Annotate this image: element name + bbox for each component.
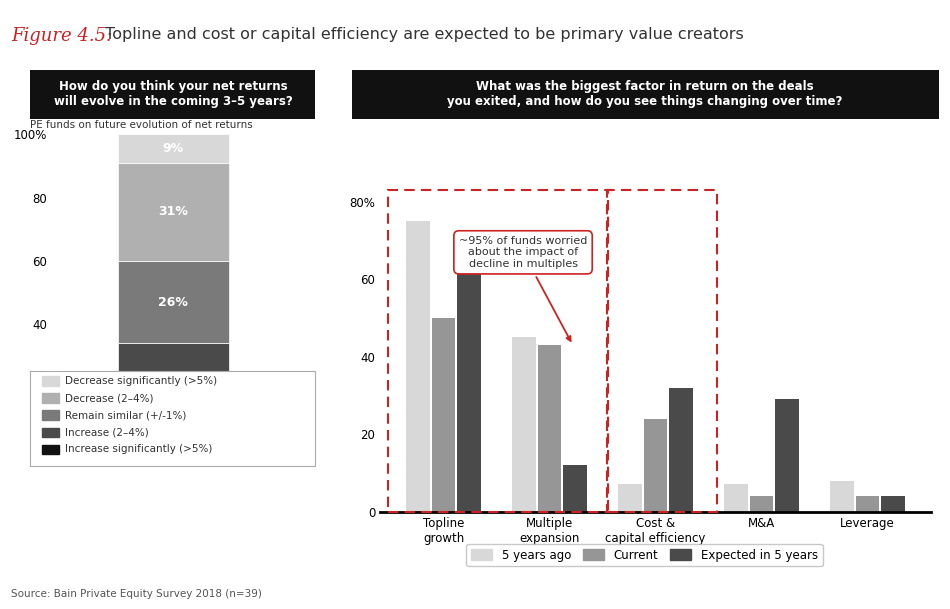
Bar — [669, 388, 693, 512]
Bar — [856, 496, 879, 512]
Text: Topline and cost or capital efficiency are expected to be primary value creators: Topline and cost or capital efficiency a… — [100, 27, 744, 43]
Bar — [750, 496, 773, 512]
Bar — [644, 419, 667, 512]
Text: 23%: 23% — [159, 373, 188, 386]
Bar — [118, 416, 229, 451]
Bar — [389, 191, 607, 512]
Bar — [618, 485, 642, 512]
Bar — [724, 485, 748, 512]
Bar — [775, 400, 799, 512]
Bar — [118, 261, 229, 343]
Bar — [118, 343, 229, 416]
Bar — [432, 318, 455, 512]
Text: 26%: 26% — [159, 295, 188, 309]
Text: Decrease (2–4%): Decrease (2–4%) — [65, 393, 153, 403]
Text: What was the biggest factor in return on the deals
you exited, and how do you se: What was the biggest factor in return on… — [447, 80, 843, 108]
Bar — [882, 496, 904, 512]
Bar — [608, 191, 717, 512]
Text: Figure 4.5:: Figure 4.5: — [11, 27, 113, 46]
Text: Increase significantly (>5%): Increase significantly (>5%) — [65, 445, 212, 454]
Text: Increase (2–4%): Increase (2–4%) — [65, 428, 148, 437]
Bar — [118, 163, 229, 261]
Bar — [563, 465, 587, 512]
Bar — [512, 337, 536, 512]
Text: 9%: 9% — [162, 142, 184, 155]
Text: How do you think your net returns
will evolve in the coming 3–5 years?: How do you think your net returns will e… — [53, 80, 293, 108]
Bar — [538, 345, 561, 512]
Text: 11%: 11% — [159, 427, 188, 440]
Bar — [830, 481, 854, 512]
Text: ~95% of funds worried
about the impact of
decline in multiples: ~95% of funds worried about the impact o… — [459, 236, 587, 341]
Bar — [118, 135, 229, 163]
Text: Decrease significantly (>5%): Decrease significantly (>5%) — [65, 376, 217, 386]
Text: PE funds on future evolution of net returns: PE funds on future evolution of net retu… — [30, 120, 253, 130]
Text: Source: Bain Private Equity Survey 2018 (n=39): Source: Bain Private Equity Survey 2018 … — [11, 589, 262, 599]
Bar — [457, 272, 481, 512]
Text: Remain similar (+/-1%): Remain similar (+/-1%) — [65, 410, 186, 420]
Legend: 5 years ago, Current, Expected in 5 years: 5 years ago, Current, Expected in 5 year… — [466, 544, 823, 566]
Text: 31%: 31% — [159, 205, 188, 219]
Bar — [407, 222, 429, 512]
